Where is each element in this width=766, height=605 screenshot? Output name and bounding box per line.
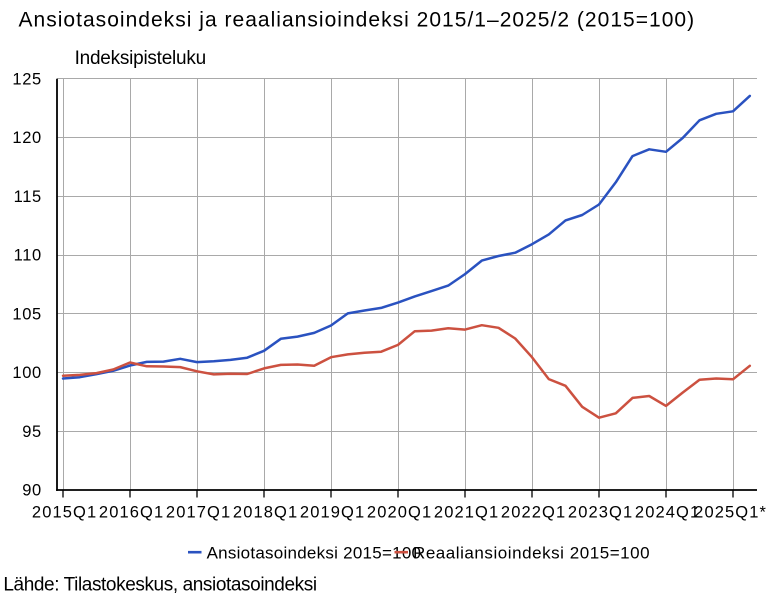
svg-text:Reaaliansioindeksi 2015=100: Reaaliansioindeksi 2015=100	[413, 543, 650, 562]
svg-text:125: 125	[12, 70, 41, 88]
svg-text:110: 110	[14, 247, 42, 265]
svg-text:Ansiotasoindeksi 2015=100: Ansiotasoindeksi 2015=100	[207, 543, 422, 562]
svg-text:2025Q1*: 2025Q1*	[694, 504, 766, 522]
svg-text:120: 120	[12, 129, 41, 147]
svg-text:105: 105	[12, 305, 41, 323]
svg-text:2022Q1: 2022Q1	[501, 504, 566, 522]
svg-text:90: 90	[22, 482, 42, 500]
svg-text:2016Q1: 2016Q1	[99, 504, 164, 522]
svg-text:2019Q1: 2019Q1	[300, 504, 365, 522]
svg-text:Indeksipisteluku: Indeksipisteluku	[75, 48, 206, 69]
svg-text:2015Q1: 2015Q1	[32, 504, 97, 522]
svg-text:2023Q1: 2023Q1	[568, 504, 633, 522]
svg-text:95: 95	[22, 423, 42, 441]
svg-text:Lähde: Tilastokeskus, ansiotas: Lähde: Tilastokeskus, ansiotasoindeksi	[3, 575, 316, 596]
svg-text:2020Q1: 2020Q1	[367, 504, 432, 522]
svg-text:2017Q1: 2017Q1	[166, 504, 231, 522]
svg-text:100: 100	[12, 364, 41, 382]
svg-text:2021Q1: 2021Q1	[434, 504, 499, 522]
svg-text:2018Q1: 2018Q1	[233, 504, 298, 522]
svg-text:Ansiotasoindeksi ja reaaliansi: Ansiotasoindeksi ja reaaliansioindeksi 2…	[19, 9, 696, 32]
svg-text:115: 115	[14, 188, 42, 206]
svg-text:2024Q1: 2024Q1	[635, 504, 700, 522]
